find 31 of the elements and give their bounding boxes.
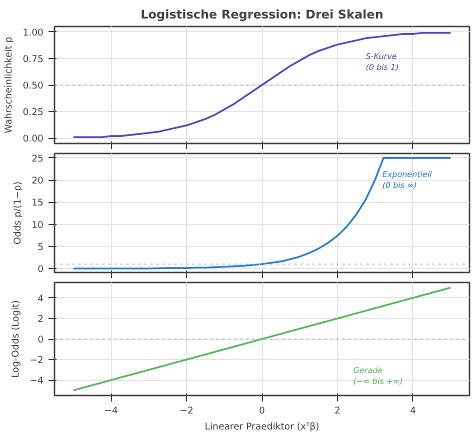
y-tick-label: 0.25 xyxy=(22,107,44,118)
y-tick-label: 5 xyxy=(38,242,44,253)
x-axis-title: Linearer Praediktor (xᵀβ) xyxy=(204,422,320,432)
y-tick-label: 0.50 xyxy=(22,80,44,92)
y-tick-label: 0 xyxy=(38,334,44,346)
y-tick-label: 0.00 xyxy=(22,134,44,145)
annotation: Gerade (−∞ bis +∞) xyxy=(353,366,403,386)
x-tick-label: −4 xyxy=(104,406,118,416)
annotation: Exponentiell (0 bis ∞) xyxy=(382,170,433,190)
y-axis-title: Odds p/(1−p) xyxy=(12,181,24,245)
y-tick-label: −4 xyxy=(30,376,44,387)
x-tick-label: 2 xyxy=(334,406,340,416)
y-axis-title: Log-Odds (Logit) xyxy=(10,300,22,378)
y-tick-label: 15 xyxy=(32,198,44,209)
y-axis-title: Wahrscheinlichkeit p xyxy=(4,36,15,134)
x-tick-label: −2 xyxy=(180,406,194,416)
chart-title: Logistische Regression: Drei Skalen xyxy=(140,8,384,22)
y-tick-label: 2 xyxy=(38,314,44,325)
y-tick-label: 0 xyxy=(38,264,44,276)
y-tick-label: 1.00 xyxy=(22,27,44,38)
y-tick-label: 25 xyxy=(32,153,44,164)
y-tick-label: 0.75 xyxy=(22,54,44,65)
line-series xyxy=(72,157,452,270)
y-tick-label: −2 xyxy=(30,355,44,366)
annotation: S-Kurve (0 bis 1) xyxy=(366,52,399,72)
x-tick-label: 0 xyxy=(259,406,266,416)
y-tick-label: 4 xyxy=(38,293,44,304)
line-series xyxy=(72,32,452,138)
y-tick-label: 20 xyxy=(32,176,44,187)
x-tick-label: 4 xyxy=(410,406,416,416)
y-tick-label: 10 xyxy=(32,220,44,231)
